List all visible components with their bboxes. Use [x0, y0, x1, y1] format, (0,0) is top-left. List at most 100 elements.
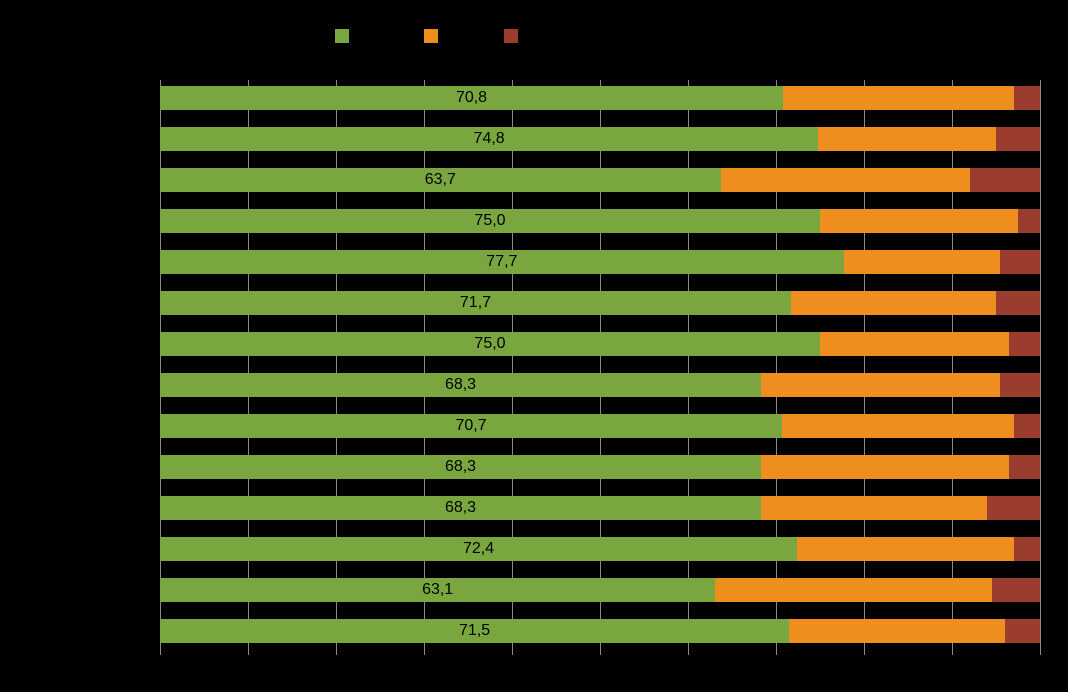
x-tick-label: 90 — [945, 659, 958, 673]
bar-row: 63,7 — [160, 168, 1040, 192]
gridline-vertical — [864, 80, 865, 655]
bar-segment-menor — [970, 168, 1040, 192]
x-tick-label: 30 — [417, 659, 430, 673]
bar-segment-menor — [1000, 250, 1040, 274]
bar-segment-igual — [789, 619, 1005, 643]
legend-label-igual: Igual — [444, 28, 474, 44]
bar-segment-igual — [721, 168, 970, 192]
category-label: Huelva — [0, 295, 148, 311]
bar-segment-menor — [1009, 332, 1040, 356]
gridline-vertical — [248, 80, 249, 655]
category-label: Almería — [0, 131, 148, 147]
legend-item-mayor: Mayor — [335, 28, 394, 44]
x-tick-label: 10 — [241, 659, 254, 673]
bar-row: 68,3 — [160, 373, 1040, 397]
x-tick-label: 70 — [769, 659, 782, 673]
chart-stage: MayorIgualMenor70,874,863,775,077,771,77… — [0, 0, 1068, 692]
x-tick-label: 60 — [681, 659, 694, 673]
x-tick-label: 0 — [157, 659, 164, 673]
bar-segment-igual — [783, 86, 1014, 110]
bar-segment-mayor — [160, 168, 721, 192]
category-label: 5.001–20.000 hab. — [0, 500, 148, 516]
bar-segment-igual — [761, 496, 987, 520]
bar-segment-menor — [1005, 619, 1040, 643]
bar-segment-menor — [1014, 414, 1040, 438]
gridline-vertical — [424, 80, 425, 655]
plot-area: 70,874,863,775,077,771,775,068,370,768,3… — [160, 80, 1040, 655]
bar-row: 70,7 — [160, 414, 1040, 438]
x-tick-label: 20 — [329, 659, 342, 673]
gridline-vertical — [160, 80, 161, 655]
bar-segment-mayor — [160, 127, 818, 151]
legend-label-mayor: Mayor — [355, 28, 394, 44]
bar-row: 68,3 — [160, 496, 1040, 520]
bar-segment-igual — [761, 373, 1000, 397]
category-label: Hasta 5.000 hab. — [0, 459, 148, 475]
bar-segment-menor — [1014, 86, 1040, 110]
bar-segment-menor — [1009, 455, 1040, 479]
gridline-vertical — [952, 80, 953, 655]
bar-segment-igual — [715, 578, 991, 602]
bar-segment-menor — [1018, 209, 1040, 233]
bar-segment-igual — [820, 332, 1009, 356]
legend: Mayor Igual Menor — [335, 28, 564, 44]
bar-row: 70,8 — [160, 86, 1040, 110]
x-tick-label: 50 — [593, 659, 606, 673]
category-label: Córdoba — [0, 213, 148, 229]
x-tick-label: 100 — [1030, 659, 1050, 673]
legend-label-menor: Menor — [524, 28, 564, 44]
bar-segment-mayor — [160, 537, 797, 561]
bar-segment-mayor — [160, 250, 844, 274]
bar-segment-mayor — [160, 455, 761, 479]
bar-segment-mayor — [160, 332, 820, 356]
bar-row: 74,8 — [160, 127, 1040, 151]
gridline-vertical — [776, 80, 777, 655]
bar-segment-igual — [761, 455, 1009, 479]
bar-segment-mayor — [160, 496, 761, 520]
legend-swatch-igual — [424, 29, 438, 43]
bar-segment-menor — [1000, 373, 1040, 397]
bar-segment-igual — [797, 537, 1013, 561]
bar-segment-mayor — [160, 209, 820, 233]
bar-segment-menor — [992, 578, 1040, 602]
category-label: Ayuntamientos — [0, 623, 148, 639]
gridline-vertical — [1040, 80, 1041, 655]
bar-segment-mayor — [160, 86, 783, 110]
x-tick-label: 40 — [505, 659, 518, 673]
category-label: Málaga — [0, 377, 148, 393]
bar-row: 71,5 — [160, 619, 1040, 643]
bar-segment-igual — [844, 250, 1001, 274]
bar-row: 72,4 — [160, 537, 1040, 561]
bar-row: 63,1 — [160, 578, 1040, 602]
category-label: Jaén — [0, 336, 148, 352]
category-label: Total — [0, 90, 148, 106]
category-label: 20.001–100.000 hab. — [0, 541, 148, 557]
bar-segment-mayor — [160, 414, 782, 438]
legend-swatch-mayor — [335, 29, 349, 43]
bar-segment-mayor — [160, 291, 791, 315]
bar-row: 75,0 — [160, 209, 1040, 233]
bar-segment-mayor — [160, 578, 715, 602]
x-tick-label: 80 — [857, 659, 870, 673]
gridline-vertical — [688, 80, 689, 655]
legend-item-igual: Igual — [424, 28, 474, 44]
bar-row: 75,0 — [160, 332, 1040, 356]
bar-segment-mayor — [160, 373, 761, 397]
gridline-vertical — [600, 80, 601, 655]
bar-segment-menor — [996, 291, 1040, 315]
gridline-vertical — [336, 80, 337, 655]
legend-swatch-menor — [504, 29, 518, 43]
bar-row: 68,3 — [160, 455, 1040, 479]
category-label: Granada — [0, 254, 148, 270]
bar-segment-igual — [782, 414, 1013, 438]
bar-segment-igual — [791, 291, 996, 315]
bar-segment-mayor — [160, 619, 789, 643]
category-label: Cádiz — [0, 172, 148, 188]
gridline-vertical — [512, 80, 513, 655]
bar-row: 71,7 — [160, 291, 1040, 315]
category-label: Sevilla — [0, 418, 148, 434]
legend-item-menor: Menor — [504, 28, 564, 44]
bar-segment-igual — [820, 209, 1018, 233]
bar-segment-menor — [996, 127, 1040, 151]
bar-segment-igual — [818, 127, 996, 151]
